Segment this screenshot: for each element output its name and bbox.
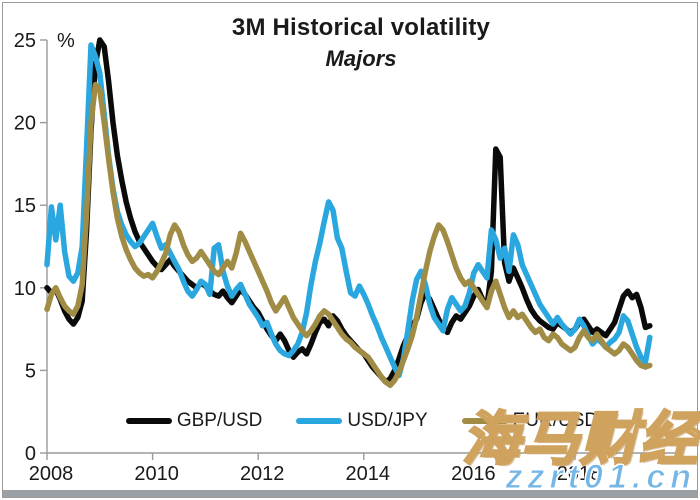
page-title: 3M Historical volatility (231, 14, 491, 41)
y-axis-unit-label: % (57, 30, 75, 52)
title-block: 3M Historical volatility Majors (0, 14, 700, 72)
x-tick-label: 2018 (557, 463, 602, 485)
y-tick-label: 10 (14, 278, 36, 300)
legend-item-gbpusd: GBP/USD (125, 410, 263, 432)
series-line-usd-jpy (44, 42, 653, 379)
legend-label-usdjpy: USD/JPY (347, 410, 428, 431)
gbpusd-line-swatch (125, 418, 172, 424)
series-line-gbp-usd (44, 37, 653, 385)
x-tick-label: 2010 (134, 463, 179, 485)
x-tick-label: 2014 (346, 463, 391, 485)
chart-legend: GBP/USD USD/JPY EUR/USD (0, 410, 700, 432)
x-tick-label: 2012 (240, 463, 285, 485)
y-tick-label: 5 (25, 360, 36, 382)
y-tick-label: 20 (14, 113, 36, 135)
x-tick-label: 2008 (29, 463, 74, 485)
chart-subtitle: Majors (325, 46, 397, 71)
legend-item-usdjpy: USD/JPY (296, 410, 428, 432)
legend-label-gbpusd: GBP/USD (176, 410, 263, 431)
usdjpy-line-swatch (296, 418, 343, 424)
y-tick-label: 25 (14, 30, 36, 52)
watermark-brand-text: 海马财经 (461, 406, 699, 474)
y-tick-label: 15 (14, 195, 36, 217)
bottom-divider-bar (3, 490, 697, 497)
series-line-eur-usd (44, 81, 653, 389)
eurusd-line-swatch (461, 418, 508, 424)
legend-label-eurusd: EUR/USD (512, 410, 599, 431)
y-tick-label: 0 (25, 443, 36, 465)
legend-item-eurusd: EUR/USD (461, 410, 599, 432)
x-tick-label: 2016 (451, 463, 496, 485)
